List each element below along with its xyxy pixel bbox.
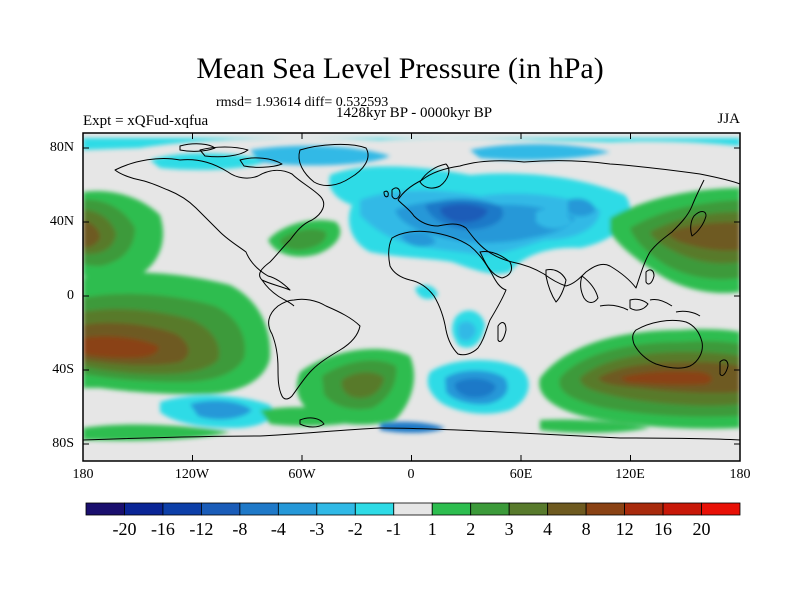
colorbar-cell [201,502,241,516]
colorbar-label: -8 [232,519,248,539]
central-america-coast [261,279,295,307]
colorbar-label: -16 [150,519,175,539]
colorbar-cell [585,502,625,516]
north-america-coast [114,157,325,291]
colorbar-label: 1 [427,519,437,539]
lon-label-120e: 120E [615,467,645,482]
colorbar-label: -12 [189,519,214,539]
lon-label-60e: 60E [509,467,533,482]
colorbar-label: -3 [309,519,325,539]
colorbar-cell [124,502,164,516]
colorbar-cell [162,502,202,516]
colorbar-cell [624,502,664,516]
colorbar-cell [662,502,702,516]
lat-label-40s: 40S [52,362,74,377]
lat-label-80n: 80N [49,140,74,155]
lat-label-80s: 80S [52,436,74,451]
australia-coast [632,319,703,369]
rmsd-diff-stats: rmsd= 1.93614 diff= 0.532593 [216,95,389,110]
contour-field [83,133,740,461]
lon-label-60w: 60W [288,467,316,482]
colorbar-cell [85,502,125,516]
lat-ticks [83,147,740,445]
colorbar-cell [277,502,318,516]
colorbar-cell [393,502,433,516]
antarctica-coast [83,427,740,441]
colorbar-label: 2 [466,519,476,539]
colorbar [85,502,741,516]
colorbar-cell [508,502,549,516]
lat-label-0: 0 [67,288,74,303]
lon-label-0: 0 [407,467,415,482]
lon-ticks [82,133,741,461]
lat-label-40n: 40N [49,214,74,229]
colorbar-label: 20 [692,519,711,539]
coastlines [83,143,740,441]
arctic-low-region [83,138,740,150]
lon-label-180-east: 180 [729,467,751,482]
experiment-label: Expt = xQFud-xqfua [83,113,209,129]
colorbar-label: -20 [112,519,137,539]
lon-label-180-west: 180 [72,467,94,482]
colorbar-cell [547,502,587,516]
colorbar-cell [701,502,741,516]
colorbar-cell [354,502,395,516]
lon-label-120w: 120W [174,467,210,482]
africa-coast [388,230,507,356]
colorbar-cell [316,502,356,516]
colorbar-cell [239,502,279,516]
colorbar-label: 12 [615,519,634,539]
colorbar-cell [431,502,472,516]
colorbar-label: -4 [270,519,286,539]
colorbar-label: -2 [347,519,363,539]
colorbar-label: 4 [543,519,553,539]
season-label: JJA [717,111,740,127]
south-america-coast [268,298,361,400]
colorbar-cell [470,502,510,516]
colorbar-label: 3 [504,519,514,539]
time-period-label: 1428kyr BP - 0000kyr BP [335,105,493,121]
colorbar-label: 16 [654,519,673,539]
map-title: Mean Sea Level Pressure (in hPa) [196,52,604,85]
eurasia-coast [397,160,740,289]
colorbar-label: 8 [581,519,591,539]
colorbar-label: -1 [386,519,402,539]
greenland-coast [298,143,369,186]
